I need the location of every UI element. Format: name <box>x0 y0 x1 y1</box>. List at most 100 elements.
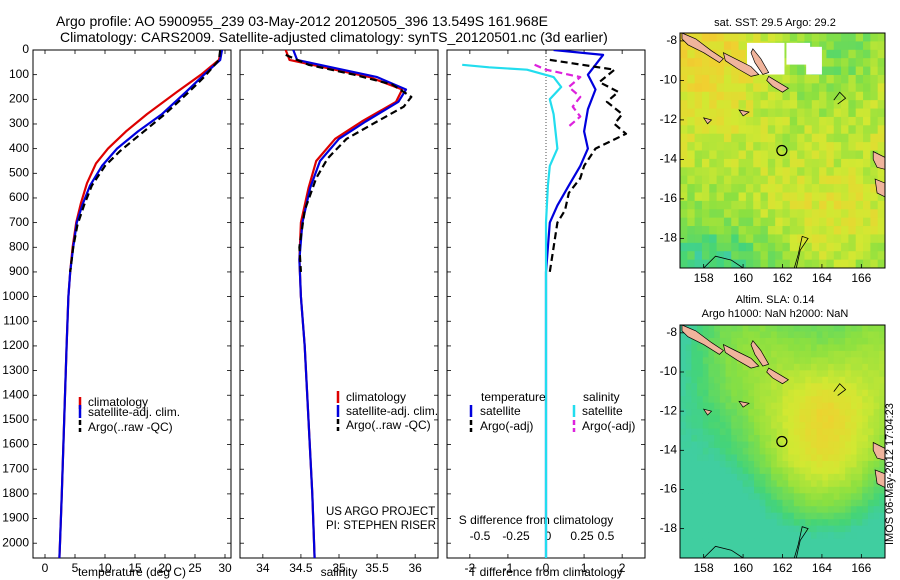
map-cell <box>822 441 829 449</box>
map-cell <box>742 454 749 462</box>
map-cell <box>731 422 738 430</box>
map-cell <box>716 184 725 194</box>
map-cell <box>680 415 687 423</box>
map-cell <box>782 519 789 527</box>
map-cell <box>702 396 710 404</box>
map-cell <box>788 402 795 410</box>
map-cell <box>687 226 696 236</box>
map-cell <box>839 551 846 558</box>
map-cell <box>748 350 755 358</box>
map-cell <box>697 506 704 514</box>
map-cell <box>719 415 727 423</box>
map-cell <box>845 493 852 501</box>
map-cell <box>811 234 820 244</box>
map-cell <box>856 532 863 540</box>
map-cell <box>867 441 875 449</box>
map-cell <box>709 133 718 143</box>
map-cell <box>867 325 875 333</box>
map-cell <box>879 512 885 520</box>
map-cell <box>765 499 772 507</box>
map-cell <box>701 234 710 244</box>
map-cell <box>714 447 721 456</box>
map-cell <box>742 415 749 423</box>
map-cell <box>685 344 692 352</box>
map-cell <box>877 83 885 93</box>
depth-tick-label: 200 <box>9 91 29 105</box>
map-cell <box>850 331 858 339</box>
map-cell <box>748 422 755 430</box>
map-cell <box>725 480 732 488</box>
map-cell <box>742 370 749 378</box>
map-cell <box>828 376 835 384</box>
sal-series-group <box>284 50 413 558</box>
map-cell <box>797 200 806 210</box>
map-cell <box>771 447 778 456</box>
map-cell <box>745 200 754 210</box>
map-cell <box>714 337 721 346</box>
map-cell <box>839 441 846 449</box>
map-cell <box>877 226 885 236</box>
map-cell <box>850 512 858 520</box>
map-cell <box>805 435 812 443</box>
map-cell <box>805 344 812 352</box>
map-cell <box>708 409 715 417</box>
map-cell <box>810 415 818 423</box>
map-cell <box>725 538 732 546</box>
map-cell <box>754 460 761 468</box>
map-cell <box>819 192 828 202</box>
map-cell <box>691 512 698 520</box>
map-cell <box>719 538 727 546</box>
map-cell <box>731 396 738 404</box>
map-cell <box>797 125 806 135</box>
map-cell <box>805 467 812 475</box>
map-cell <box>799 525 806 533</box>
map-cell <box>862 435 869 443</box>
map-cell <box>805 447 812 456</box>
map-cell <box>782 370 789 378</box>
map-cell <box>845 441 852 449</box>
map-cell <box>826 83 835 93</box>
map-cell <box>716 125 725 135</box>
depth-tick-label: 600 <box>9 190 29 204</box>
map-cell <box>731 91 740 101</box>
map-cell <box>799 473 806 481</box>
map-cell <box>870 242 879 252</box>
map-cell <box>867 409 875 417</box>
map-cell <box>850 350 858 358</box>
map-cell <box>702 415 710 423</box>
map-cell <box>811 91 820 101</box>
map-cell <box>736 344 744 352</box>
temp-xlabel: temperature (deg C) <box>78 565 186 579</box>
map-cell <box>788 383 795 391</box>
map-cell <box>793 493 801 501</box>
map-cell <box>856 363 863 371</box>
map-cell <box>841 116 849 126</box>
map-cell <box>870 259 879 268</box>
map-cell <box>709 158 718 168</box>
map-cell <box>797 209 806 219</box>
map-cell <box>833 167 842 177</box>
map-cell <box>856 344 863 352</box>
map-cell <box>870 209 879 219</box>
map-cell <box>760 259 769 268</box>
map-cell <box>804 217 813 227</box>
map-cell <box>828 370 835 378</box>
map-cell <box>848 251 857 261</box>
map-cell <box>680 370 687 378</box>
map-cell <box>765 435 772 443</box>
map-cell <box>863 226 871 236</box>
map-cell <box>804 125 813 135</box>
map-cell <box>788 551 795 558</box>
map-cell <box>767 33 776 42</box>
map-cell <box>731 242 740 252</box>
map-cell <box>765 493 772 501</box>
map-cell <box>782 428 789 436</box>
map-cell <box>776 331 784 339</box>
map-cell <box>793 415 801 423</box>
map-cell <box>845 325 852 333</box>
map-cell <box>691 422 698 430</box>
map-cell <box>856 467 863 475</box>
map-cell <box>767 142 776 152</box>
